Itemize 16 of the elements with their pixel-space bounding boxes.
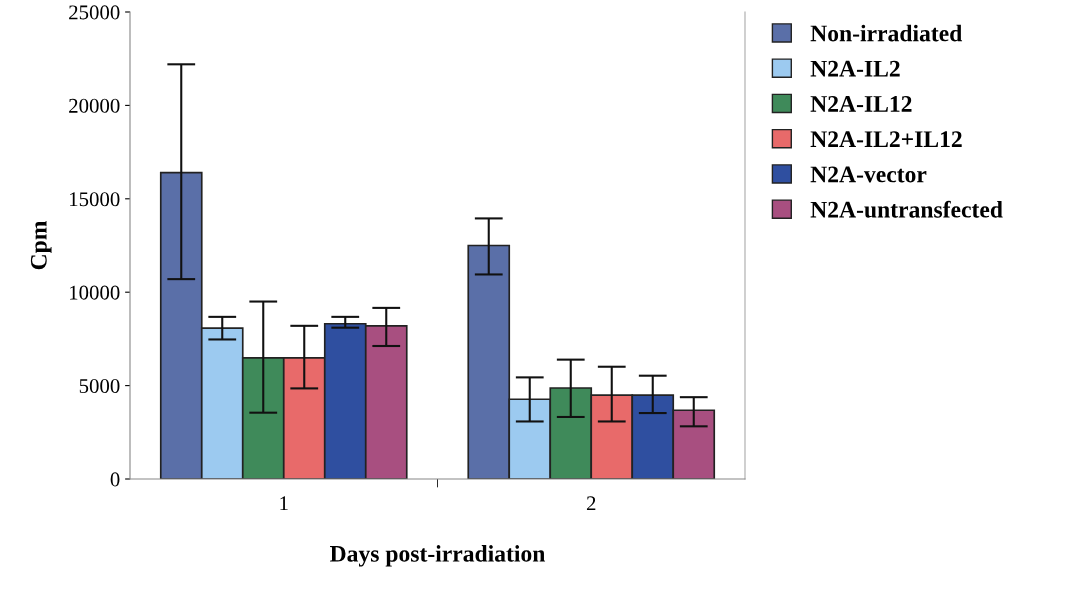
y-tick-label: 20000: [69, 98, 120, 113]
y-tick-label: 10000: [70, 285, 120, 300]
legend-label: N2A-IL12: [810, 96, 912, 112]
legend-label: N2A-vector: [810, 166, 927, 183]
legend-label: N2A-IL2: [810, 60, 900, 77]
legend-label: N2A-untransfected: [810, 200, 1003, 218]
legend-label: N2A-IL2+IL12: [810, 131, 962, 147]
y-tick-label: 15000: [70, 192, 120, 207]
y-tick-label: 5000: [79, 378, 120, 394]
y-tick-label: 0: [110, 472, 120, 487]
x-tick-label: 2: [586, 496, 596, 511]
legend-label: Non-irradiated: [810, 24, 963, 42]
x-tick-label: 1: [280, 496, 288, 511]
x-axis-title: Days post-irradiation: [330, 545, 546, 567]
y-tick-label: 25000: [69, 5, 120, 20]
y-axis-title: Cpm: [30, 220, 52, 270]
